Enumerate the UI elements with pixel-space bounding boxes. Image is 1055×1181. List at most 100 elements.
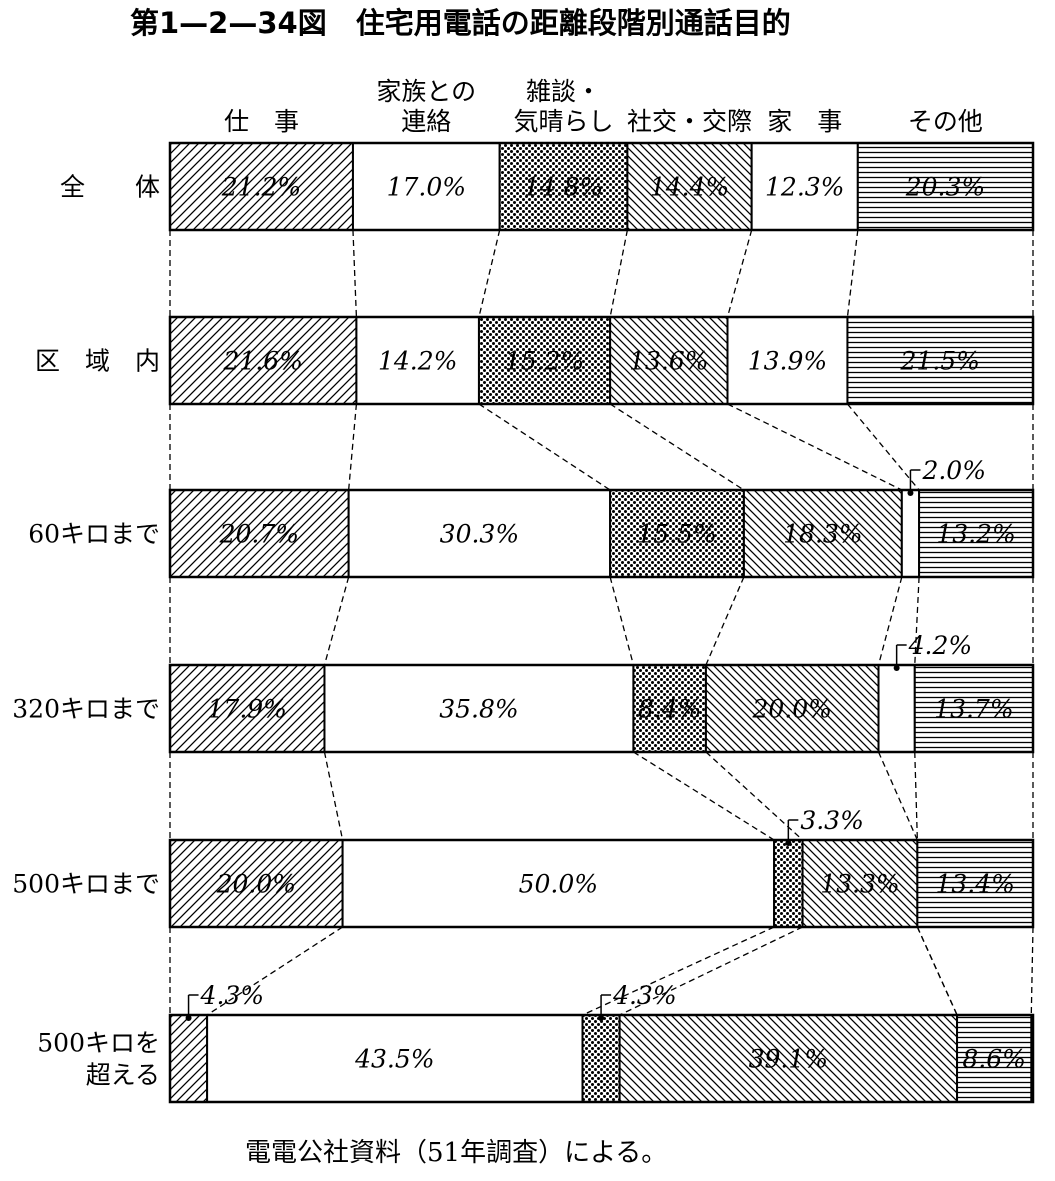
bar-segment — [856, 142, 1034, 231]
connector-line — [1030, 926, 1034, 1016]
legend-label-5: その他 — [908, 107, 983, 136]
bar-segment — [581, 1014, 621, 1103]
value-label: 20.0% — [752, 695, 832, 724]
source-note: 電電公社資料（51年調査）による。 — [245, 1138, 667, 1168]
value-label: 13.3% — [820, 870, 899, 899]
bar-segment — [323, 664, 635, 753]
bar-segment — [169, 664, 326, 753]
value-label: 43.5% — [354, 1045, 434, 1074]
callout-dot — [893, 665, 900, 671]
value-label: 12.3% — [765, 173, 844, 202]
row-label-5: 500キロを — [37, 1029, 160, 1058]
connector-line — [727, 403, 903, 491]
connector-line — [877, 576, 903, 666]
bar-segment — [609, 489, 745, 578]
value-label: 14.2% — [378, 347, 457, 376]
legend-label-0: 仕 事 — [224, 107, 299, 136]
bar-segment — [956, 1014, 1033, 1103]
connector-line — [877, 751, 918, 841]
bar-segment — [169, 839, 344, 928]
legend-label-3: 社交・交際 — [627, 107, 752, 136]
bar-outline — [168, 838, 1035, 929]
value-label: 35.8% — [439, 695, 518, 724]
legend-label-1: 連絡 — [401, 107, 451, 136]
value-label: 20.7% — [219, 520, 299, 549]
value-label: 13.7% — [934, 695, 1013, 724]
connector-line — [323, 576, 350, 666]
connector-line — [914, 576, 920, 666]
connector-line — [846, 229, 859, 318]
value-label: 15.5% — [637, 520, 716, 549]
value-label: 21.6% — [222, 347, 302, 376]
bar-segment — [704, 664, 880, 753]
connector-line — [609, 229, 629, 318]
bar-outline — [168, 141, 1035, 232]
value-label: 17.0% — [387, 173, 466, 202]
bar-segment — [169, 1014, 209, 1103]
connector-line — [705, 751, 804, 841]
category-legend: 仕 事 家族との連絡 雑談・気晴らし 社交・交際家 事 その他 — [224, 77, 983, 136]
callout-dot — [185, 1015, 192, 1021]
bar-segment — [773, 839, 804, 928]
bar-segment — [169, 316, 358, 405]
value-label: 14.8% — [524, 173, 603, 202]
value-label: 14.4% — [650, 173, 729, 202]
value-label: 39.1% — [749, 1045, 828, 1074]
legend-label-1: 家族との — [376, 77, 476, 106]
value-label: 13.6% — [629, 347, 708, 376]
value-label: 3.3% — [800, 806, 864, 835]
bar-outline — [168, 488, 1035, 579]
row-label-4: 500キロまで — [12, 870, 160, 899]
connector-line — [323, 751, 344, 841]
value-label: 30.3% — [440, 520, 519, 549]
connector-line — [609, 403, 745, 491]
connector-line — [347, 403, 358, 491]
callout-dot — [907, 490, 914, 496]
value-label: 50.0% — [519, 870, 598, 899]
connector-line — [478, 403, 611, 491]
value-label: 13.4% — [935, 870, 1014, 899]
row-label-3: 320キロまで — [12, 695, 160, 724]
value-label: 13.2% — [936, 520, 1015, 549]
bar-segment — [742, 489, 903, 578]
bar-outline — [168, 315, 1035, 406]
row-label-0: 全 体 — [60, 173, 160, 202]
connector-lines — [169, 229, 1034, 1016]
row-label-1: 区 域 内 — [35, 347, 160, 376]
connector-line — [914, 751, 919, 841]
connector-line — [206, 926, 343, 1016]
bar-segment — [846, 316, 1035, 405]
connector-line — [619, 926, 803, 1016]
value-label: 8.6% — [962, 1045, 1026, 1074]
bar-segment — [169, 489, 350, 578]
connector-line — [582, 926, 775, 1016]
connector-line — [705, 576, 745, 666]
bar-segment — [877, 664, 916, 753]
bar-outline — [168, 663, 1035, 754]
bar-segment — [632, 664, 707, 753]
value-label: 13.9% — [748, 347, 827, 376]
value-label: 17.9% — [208, 695, 287, 724]
value-label: 8.4% — [638, 695, 702, 724]
connector-line — [609, 576, 635, 666]
bar-segment — [347, 489, 612, 578]
bars: 21.2% 17.0% 14.8% 14.4% 12.3% 20.3% 21.6% 14.2%… — [168, 141, 1035, 1104]
value-label: 2.0% — [921, 456, 986, 485]
connector-line — [352, 229, 358, 318]
value-label: 21.5% — [900, 347, 980, 376]
legend-label-4: 家 事 — [767, 107, 842, 136]
connector-line — [633, 751, 775, 841]
bar-segment — [900, 489, 921, 578]
connector-line — [478, 229, 501, 318]
value-label: 20.0% — [216, 870, 296, 899]
value-label: 4.3% — [200, 981, 265, 1010]
row-label-2: 60キロまで — [28, 520, 160, 549]
callout-dot — [785, 840, 792, 846]
bar-segment — [169, 142, 354, 231]
connector-line — [916, 926, 958, 1016]
row-label-5: 超える — [86, 1061, 160, 1090]
value-label: 15.2% — [505, 347, 584, 376]
chart-title: 第1—2—34図 住宅用電話の距離段階別通話目的 — [130, 6, 791, 40]
value-label: 18.3% — [783, 520, 862, 549]
